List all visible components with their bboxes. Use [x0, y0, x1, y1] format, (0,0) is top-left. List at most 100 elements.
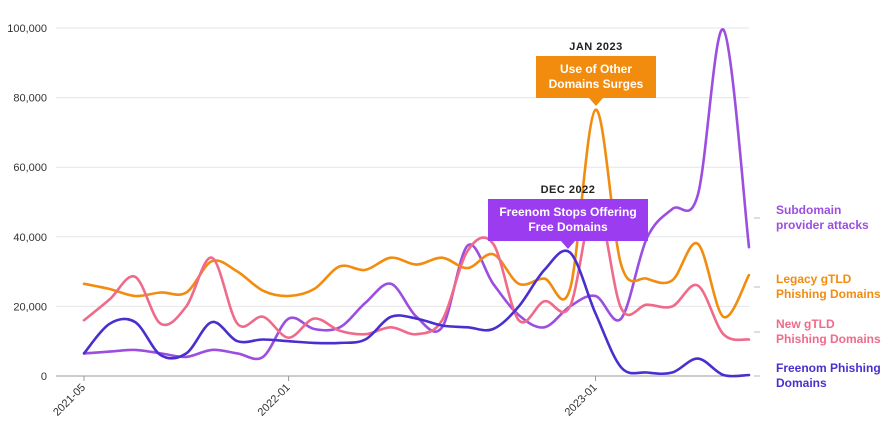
data-point [134, 295, 136, 297]
legend-label: provider attacks [776, 218, 869, 232]
data-point [492, 243, 494, 245]
data-point [83, 352, 85, 354]
data-point [646, 372, 648, 374]
legend-label: Phishing Domains [776, 287, 881, 301]
data-point [543, 278, 545, 280]
data-point [211, 260, 213, 262]
data-point [671, 279, 673, 281]
data-point [467, 245, 469, 247]
legend-label: Freenom Phishing [776, 361, 881, 375]
data-point [492, 283, 494, 285]
series-lines [82, 28, 751, 378]
data-point [748, 274, 750, 276]
data-point [339, 265, 341, 267]
data-point [134, 321, 136, 323]
data-point [313, 318, 315, 320]
annotation-box [536, 56, 656, 98]
data-point [543, 269, 545, 271]
data-point [236, 271, 238, 273]
series-line-freenom-phishing-domains [82, 249, 751, 378]
data-point [722, 29, 724, 31]
x-tick-label: 2023-01 [563, 382, 600, 419]
data-point [620, 318, 622, 320]
data-point [441, 325, 443, 327]
data-point [595, 109, 597, 111]
data-point [646, 278, 648, 280]
data-point [492, 253, 494, 255]
data-point [697, 358, 699, 360]
data-point [236, 323, 238, 325]
data-point [364, 338, 366, 340]
data-point [390, 326, 392, 328]
data-point [262, 316, 264, 318]
data-point [313, 288, 315, 290]
legend-label: Domains [776, 376, 827, 390]
data-point [211, 349, 213, 351]
data-point [160, 323, 162, 325]
data-point [364, 333, 366, 335]
data-point [620, 264, 622, 266]
data-point [185, 291, 187, 293]
data-point [646, 304, 648, 306]
data-point [134, 276, 136, 278]
y-tick-label: 80,000 [13, 93, 47, 105]
data-point [390, 316, 392, 318]
data-point [185, 352, 187, 354]
data-point [697, 243, 699, 245]
series-line-legacy-gtld-phishing-domains [82, 108, 751, 319]
grid-lines [56, 27, 749, 377]
data-point [748, 246, 750, 248]
data-point [288, 295, 290, 297]
data-point [313, 328, 315, 330]
data-point [620, 366, 622, 368]
y-tick-label: 40,000 [13, 232, 47, 244]
data-point [390, 257, 392, 259]
x-tick-label: 2022-01 [256, 382, 293, 419]
data-point [109, 323, 111, 325]
data-point [748, 338, 750, 340]
data-point [185, 356, 187, 358]
data-point [620, 307, 622, 309]
y-tick-label: 60,000 [13, 162, 47, 174]
data-point [416, 318, 418, 320]
data-point [83, 319, 85, 321]
annotation-text: Free Domains [528, 220, 608, 234]
data-point [467, 267, 469, 269]
data-point [339, 342, 341, 344]
data-point [160, 291, 162, 293]
data-point [543, 326, 545, 328]
data-point [467, 326, 469, 328]
data-point [262, 338, 264, 340]
data-point [722, 316, 724, 318]
data-point [543, 300, 545, 302]
data-point [518, 283, 520, 285]
x-axis-ticks: 2021-05 2022-01 2023-01 [51, 376, 600, 419]
x-tick-label: 2021-05 [51, 382, 88, 419]
data-point [722, 333, 724, 335]
annotation-text: Use of Other [560, 62, 632, 76]
annotation-text: Domains Surges [549, 77, 644, 91]
y-tick-label: 0 [41, 371, 47, 383]
series-line-subdomain-provider-attacks [82, 28, 751, 361]
data-point [364, 269, 366, 271]
annotation-box [488, 199, 648, 241]
legend-label: Subdomain [776, 203, 841, 217]
series-freenom-phishing-domains [82, 249, 751, 378]
data-point [748, 374, 750, 376]
data-point [109, 288, 111, 290]
data-point [185, 305, 187, 307]
data-point [288, 340, 290, 342]
data-point [288, 318, 290, 320]
series-line-new-gtld-phishing-domains [82, 200, 751, 342]
annotation-text: Freenom Stops Offering [499, 205, 636, 219]
annotation-pointer [561, 241, 575, 249]
data-point [390, 283, 392, 285]
data-point [288, 337, 290, 339]
data-point [518, 319, 520, 321]
